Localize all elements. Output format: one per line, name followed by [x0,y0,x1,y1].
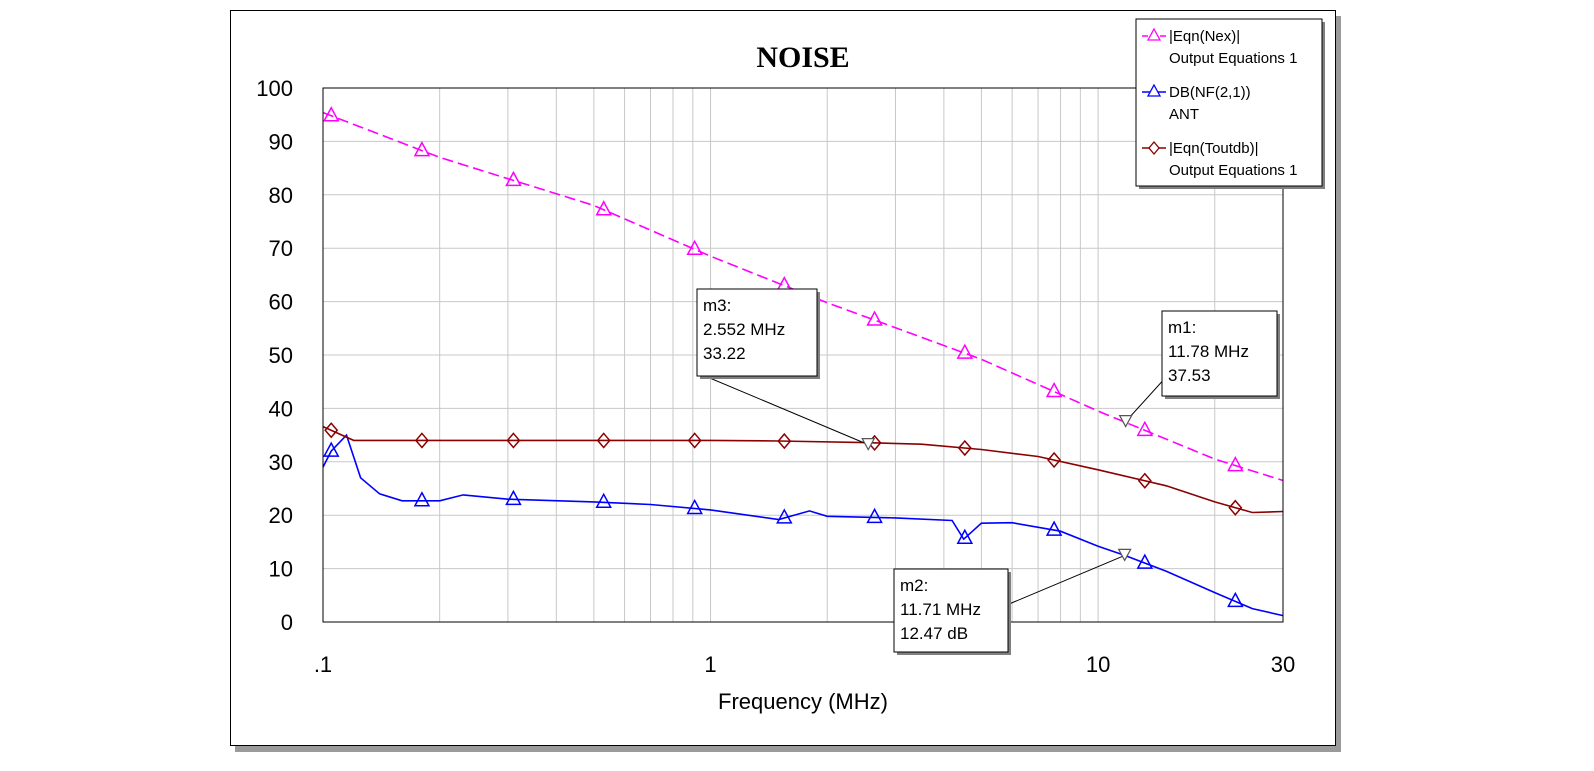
triangle-marker [413,491,431,507]
x-tick-label: 1 [704,652,716,677]
marker-label: 11.71 MHz [900,600,981,619]
diamond-marker [506,432,521,449]
triangle-marker [322,441,340,457]
y-tick-label: 70 [269,236,293,261]
triangle-marker [322,106,340,122]
x-tick-label: 10 [1086,652,1110,677]
diamond-marker [777,432,792,450]
legend-entry: DB(NF(2,1)) ANT [1142,83,1251,123]
legend-entry: |Eqn(Nex)| Output Equations 1 [1142,27,1297,67]
marker-annotations: m1: 11.78 MHz 37.53 m2: 11.71 MHz 12.47 dB m3:… [696,288,1280,655]
series-line [322,425,1284,514]
marker-pointer [1118,414,1133,428]
legend-diamond-marker [1148,140,1160,156]
y-tick-label: 10 [269,557,293,582]
series-0 [322,106,1284,482]
x-tick-label: 30 [1271,652,1295,677]
diamond-marker [1047,451,1062,469]
marker-pointer [1117,548,1132,562]
triangle-marker [505,170,522,187]
marker-box [696,288,818,377]
series-1 [322,433,1284,617]
legend-series-source: ANT [1169,106,1199,123]
triangle-marker [866,507,883,524]
series-2 [322,422,1284,516]
triangle-marker [1227,591,1244,608]
y-tick-label: 60 [269,290,293,315]
triangle-marker [595,200,612,216]
triangle-marker [956,528,974,544]
marker-label: 11.78 MHz [1168,342,1249,361]
legend-series-name: |Eqn(Toutdb)| [1169,140,1259,157]
triangle-marker [776,508,793,524]
triangle-marker [686,498,703,515]
triangle-marker [686,239,703,256]
diamond-marker [687,432,702,449]
y-tick-label: 50 [269,343,293,368]
marker-label: 12.47 dB [900,624,968,643]
marker-label: m3: [703,296,731,315]
marker-label: 33.22 [703,344,746,363]
series-layer [322,106,1284,617]
series-line [322,433,1284,617]
triangle-marker [1045,381,1063,398]
legend-series-source: Output Equations 1 [1169,50,1297,67]
triangle-marker [1136,553,1154,569]
triangle-marker [956,343,974,359]
tick-labels: 0 10 20 30 40 50 60 70 80 90 100 .1 1 10 30 [256,76,1295,677]
triangle-marker [595,492,612,509]
diamond-marker [1137,472,1152,489]
y-tick-label: 0 [281,610,293,635]
marker-label: m1: [1168,318,1196,337]
y-tick-label: 20 [269,503,293,528]
x-tick-label: .1 [314,652,332,677]
y-tick-label: 40 [269,396,293,421]
triangle-marker [1227,455,1244,472]
legend-series-source: Output Equations 1 [1169,162,1297,179]
x-axis-title: Frequency (MHz) [718,689,888,714]
diamond-marker [1228,499,1243,516]
triangle-marker [1045,520,1063,536]
legend-triangle-marker [1146,83,1162,97]
chart-title: NOISE [756,41,849,74]
legend-series-name: |Eqn(Nex)| [1169,28,1240,45]
marker-pointer [861,438,876,451]
marker-label: m2: [900,576,928,595]
plot-border [322,87,1284,623]
legend-series-name: DB(NF(2,1)) [1169,84,1251,101]
y-tick-label: 30 [269,450,293,475]
marker-m2: m2: 11.71 MHz 12.47 dB [893,548,1132,655]
triangle-marker [1136,420,1154,437]
marker-leader-line [704,375,869,446]
legend-box [1135,18,1323,187]
marker-m1: m1: 11.78 MHz 37.53 [1118,310,1280,428]
y-tick-label: 90 [269,129,293,154]
legend-triangle-marker [1146,27,1162,41]
diamond-marker [324,422,339,439]
series-line [322,111,1284,482]
y-tick-label: 100 [256,76,293,101]
marker-box [893,568,1009,653]
marker-leader-line [1125,375,1168,422]
triangle-marker [505,489,522,506]
legend-entry: |Eqn(Toutdb)| Output Equations 1 [1142,140,1297,179]
marker-label: 2.552 MHz [703,320,785,339]
marker-m3: m3: 2.552 MHz 33.22 [696,288,876,451]
diamond-marker [414,432,429,449]
triangle-marker [866,310,883,326]
marker-label: 37.53 [1168,366,1211,385]
legend: |Eqn(Nex)| Output Equations 1 DB(NF(2,1)) A… [1135,18,1325,189]
diamond-marker [957,439,972,457]
triangle-marker [413,141,431,157]
marker-box [1161,310,1278,397]
diamond-marker [596,432,611,449]
marker-leader-line [1001,554,1125,608]
y-tick-label: 80 [269,183,293,208]
